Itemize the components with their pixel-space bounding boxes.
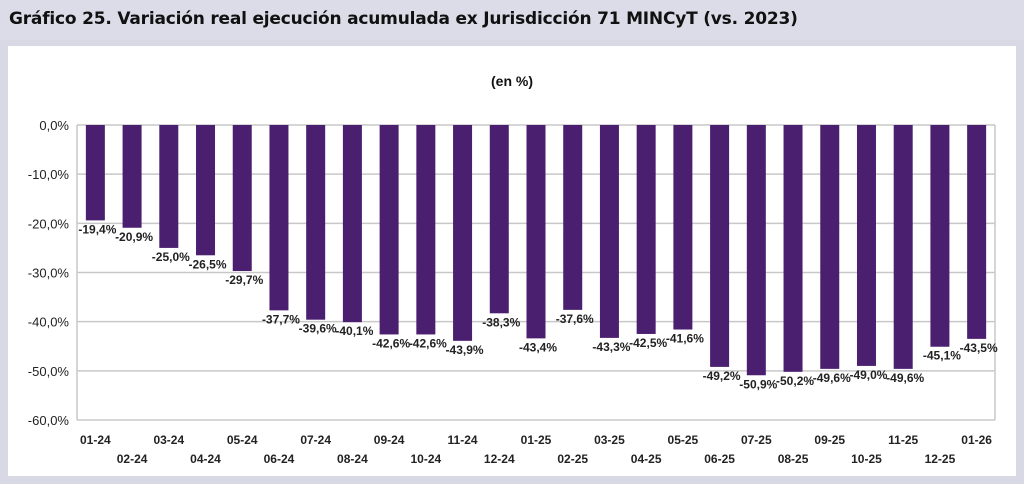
data-label: -40,1% bbox=[335, 324, 373, 338]
bar bbox=[85, 125, 105, 221]
x-tick-label: 04-24 bbox=[190, 452, 221, 466]
x-tick-label: 04-25 bbox=[631, 452, 662, 466]
title-bar: Gráfico 25. Variación real ejecución acu… bbox=[0, 0, 1024, 40]
bar bbox=[416, 125, 436, 335]
bar bbox=[636, 125, 656, 334]
data-label: -39,6% bbox=[299, 322, 337, 336]
data-label: -19,4% bbox=[78, 222, 116, 236]
x-tick-label: 05-24 bbox=[227, 433, 258, 447]
x-tick-label: 02-24 bbox=[117, 452, 148, 466]
data-label: -37,7% bbox=[262, 312, 300, 326]
x-tick-label: 01-25 bbox=[521, 433, 552, 447]
chart-subtitle: (en %) bbox=[491, 73, 533, 89]
data-label: -42,6% bbox=[409, 336, 447, 350]
x-tick-label: 12-24 bbox=[484, 452, 515, 466]
y-tick-label: -20,0% bbox=[28, 216, 70, 231]
data-label: -50,2% bbox=[776, 374, 814, 388]
x-tick-label: 11-24 bbox=[448, 433, 478, 447]
bar bbox=[159, 125, 179, 248]
data-label: -43,5% bbox=[960, 341, 998, 355]
bar bbox=[930, 125, 950, 347]
x-tick-label: 11-25 bbox=[888, 433, 918, 447]
bar bbox=[342, 125, 362, 323]
bar bbox=[196, 125, 216, 256]
y-tick-label: -30,0% bbox=[28, 266, 70, 281]
chart-title: Gráfico 25. Variación real ejecución acu… bbox=[9, 9, 798, 29]
bar bbox=[967, 125, 987, 339]
bar bbox=[563, 125, 583, 310]
x-tick-label: 07-24 bbox=[300, 433, 331, 447]
data-label: -49,6% bbox=[886, 371, 924, 385]
x-tick-label: 02-25 bbox=[557, 452, 588, 466]
y-tick-label: 0,0% bbox=[39, 118, 69, 133]
data-label: -49,0% bbox=[849, 368, 887, 382]
x-tick-label: 06-25 bbox=[704, 452, 735, 466]
bar bbox=[269, 125, 289, 311]
bar bbox=[453, 125, 473, 341]
bar bbox=[673, 125, 693, 330]
data-label: -41,6% bbox=[666, 332, 704, 346]
data-label: -45,1% bbox=[923, 349, 961, 363]
data-label: -49,2% bbox=[703, 369, 741, 383]
data-label: -43,3% bbox=[592, 340, 630, 354]
bar bbox=[122, 125, 142, 228]
bar bbox=[710, 125, 730, 367]
x-tick-label: 08-24 bbox=[337, 452, 368, 466]
y-tick-label: -10,0% bbox=[28, 167, 70, 182]
x-tick-label: 03-24 bbox=[153, 433, 184, 447]
x-tick-label: 01-26 bbox=[961, 433, 992, 447]
y-tick-label: -40,0% bbox=[28, 315, 70, 330]
x-tick-label: 10-25 bbox=[851, 452, 882, 466]
chart-panel bbox=[8, 46, 1016, 476]
data-label: -43,9% bbox=[446, 343, 484, 357]
data-label: -38,3% bbox=[482, 315, 520, 329]
x-tick-label: 01-24 bbox=[80, 433, 111, 447]
data-label: -29,7% bbox=[225, 273, 263, 287]
x-tick-label: 09-25 bbox=[814, 433, 845, 447]
data-label: -37,6% bbox=[556, 312, 594, 326]
y-tick-label: -50,0% bbox=[28, 364, 70, 379]
x-tick-label: 03-25 bbox=[594, 433, 625, 447]
bar bbox=[379, 125, 399, 335]
bar bbox=[526, 125, 546, 339]
y-tick-label: -60,0% bbox=[28, 413, 70, 428]
bar bbox=[856, 125, 876, 366]
data-label: -42,5% bbox=[629, 336, 667, 350]
data-label: -43,4% bbox=[519, 340, 557, 354]
data-label: -25,0% bbox=[152, 250, 190, 264]
bar bbox=[893, 125, 913, 369]
data-label: -49,6% bbox=[813, 371, 851, 385]
bar bbox=[489, 125, 509, 314]
data-label: -26,5% bbox=[189, 257, 227, 271]
data-label: -50,9% bbox=[739, 377, 777, 391]
x-tick-label: 05-25 bbox=[668, 433, 699, 447]
bar bbox=[306, 125, 326, 320]
data-label: -42,6% bbox=[372, 336, 410, 350]
x-tick-label: 10-24 bbox=[410, 452, 441, 466]
bar bbox=[783, 125, 803, 372]
bar bbox=[820, 125, 840, 369]
x-tick-label: 06-24 bbox=[264, 452, 295, 466]
x-tick-label: 09-24 bbox=[374, 433, 405, 447]
x-tick-label: 12-25 bbox=[925, 452, 956, 466]
bar bbox=[232, 125, 252, 272]
data-label: -20,9% bbox=[115, 230, 153, 244]
x-tick-label: 08-25 bbox=[778, 452, 809, 466]
bar bbox=[746, 125, 766, 376]
bar bbox=[599, 125, 619, 338]
x-tick-label: 07-25 bbox=[741, 433, 772, 447]
